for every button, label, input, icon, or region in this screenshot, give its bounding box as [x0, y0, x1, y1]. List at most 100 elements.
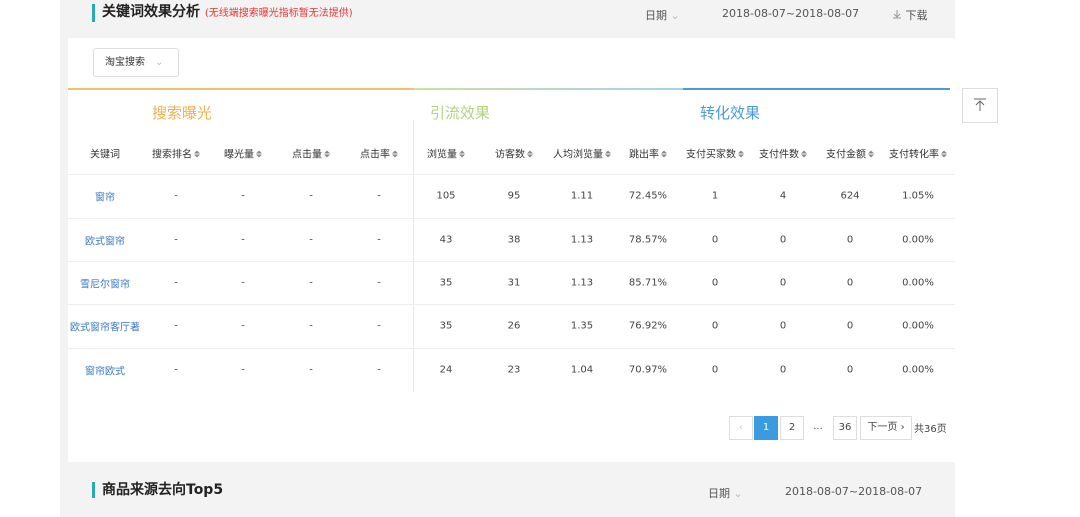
filter-label: 淘宝搜索	[105, 57, 145, 68]
sort-icon[interactable]	[527, 150, 533, 158]
cell: -	[309, 190, 313, 202]
page-button: ...	[813, 421, 823, 432]
column-header[interactable]: 支付件数	[759, 146, 807, 161]
cell: 70.97%	[628, 364, 668, 376]
header-label: 支付买家数	[686, 149, 736, 161]
cell: -	[309, 364, 313, 376]
column-header[interactable]: 访客数	[495, 146, 533, 161]
sort-icon[interactable]	[738, 150, 744, 158]
cell: 31	[507, 277, 521, 289]
cell: 0	[846, 234, 854, 246]
row-line	[68, 218, 955, 219]
section-title: 关键词效果分析 (无线端搜索曝光指标暂无法提供)	[92, 4, 353, 22]
column-header[interactable]: 跳出率	[629, 146, 667, 161]
cell: 0	[711, 364, 719, 376]
sort-icon[interactable]	[941, 150, 947, 158]
cell: 26	[507, 320, 521, 332]
row-line	[68, 261, 955, 262]
cell: -	[377, 320, 381, 332]
sort-icon[interactable]	[605, 150, 611, 158]
group-title: 搜索曝光	[152, 104, 213, 122]
cell: 1.13	[570, 277, 594, 289]
cell: 1.05%	[902, 190, 934, 202]
date-range: 2018-08-07~2018-08-07	[722, 7, 860, 20]
cell: -	[174, 277, 178, 289]
cell: 24	[439, 364, 453, 376]
sort-icon[interactable]	[661, 150, 667, 158]
column-header[interactable]: 支付金额	[826, 146, 874, 161]
page-button[interactable]: 36	[833, 416, 857, 440]
cell: -	[241, 190, 245, 202]
page-button[interactable]: 2	[780, 416, 804, 440]
header-label: 支付转化率	[889, 149, 939, 161]
column-header: 关键词	[90, 146, 120, 161]
row-line	[68, 348, 955, 349]
keyword-link[interactable]: 窗帘	[95, 192, 115, 204]
cell: -	[377, 364, 381, 376]
cell: 1	[711, 190, 719, 202]
back-to-top[interactable]	[962, 88, 998, 123]
prev-button[interactable]: ‹	[729, 416, 753, 440]
cell: 0.00%	[902, 277, 934, 289]
column-header[interactable]: 点击量	[292, 146, 330, 161]
keyword-link[interactable]: 雪尼尔窗帘	[80, 279, 130, 291]
cell: -	[174, 320, 178, 332]
sort-icon[interactable]	[868, 150, 874, 158]
filter-dropdown[interactable]: 淘宝搜索 ⌄	[93, 48, 179, 77]
row-line	[68, 304, 955, 305]
header-label: 支付金额	[826, 149, 866, 161]
keyword-link[interactable]: 窗帘欧式	[85, 366, 125, 378]
column-header[interactable]: 支付买家数	[686, 146, 744, 161]
sort-icon[interactable]	[801, 150, 807, 158]
column-header[interactable]: 人均浏览量	[553, 146, 611, 161]
header-label: 人均浏览量	[553, 149, 603, 161]
cell: 35	[439, 320, 453, 332]
cell: -	[241, 364, 245, 376]
header-label: 访客数	[495, 149, 525, 161]
download-icon	[893, 10, 901, 19]
next-button[interactable]: 下一页 ›	[860, 416, 912, 440]
cell: 0.00%	[902, 234, 934, 246]
divider	[413, 120, 414, 392]
page-button[interactable]: 1	[754, 416, 778, 440]
cell: 0	[846, 364, 854, 376]
column-header[interactable]: 浏览量	[427, 146, 465, 161]
cell: 0.00%	[902, 364, 934, 376]
column-header[interactable]: 点击率	[360, 146, 398, 161]
column-header[interactable]: 支付转化率	[889, 146, 947, 161]
cell: -	[174, 364, 178, 376]
note: (无线端搜索曝光指标暂无法提供)	[204, 8, 353, 19]
header-label: 浏览量	[427, 149, 457, 161]
cell: 1.11	[570, 190, 594, 202]
up-icon	[974, 98, 986, 111]
sort-icon[interactable]	[194, 150, 200, 158]
header-label: 曝光量	[224, 149, 254, 161]
sort-icon[interactable]	[324, 150, 330, 158]
cell: 0	[711, 234, 719, 246]
cell: 0	[779, 320, 787, 332]
cell: 0.00%	[902, 320, 934, 332]
header-label: 关键词	[90, 149, 120, 161]
column-header[interactable]: 搜索排名	[152, 146, 200, 161]
sort-icon[interactable]	[256, 150, 262, 158]
keyword-link[interactable]: 欧式窗帘客厅著	[70, 322, 140, 334]
sort-icon[interactable]	[392, 150, 398, 158]
group-line	[683, 88, 950, 90]
download-button[interactable]: 下载	[892, 7, 928, 23]
cell: 78.57%	[628, 234, 668, 246]
cell: -	[309, 320, 313, 332]
date-select[interactable]: 日期 ⌄	[645, 9, 680, 22]
card	[68, 38, 955, 462]
cell: -	[174, 190, 178, 202]
date-label: 日期	[645, 9, 667, 22]
cell: 76.92%	[628, 320, 668, 332]
sort-icon[interactable]	[459, 150, 465, 158]
column-header[interactable]: 曝光量	[224, 146, 262, 161]
cell: 1.04	[570, 364, 594, 376]
cell: 0	[779, 277, 787, 289]
date-select[interactable]: 日期 ⌄	[708, 487, 743, 500]
cell: 0	[711, 320, 719, 332]
cell: 38	[507, 234, 521, 246]
keyword-link[interactable]: 欧式窗帘	[85, 236, 125, 248]
cell: 85.71%	[628, 277, 668, 289]
